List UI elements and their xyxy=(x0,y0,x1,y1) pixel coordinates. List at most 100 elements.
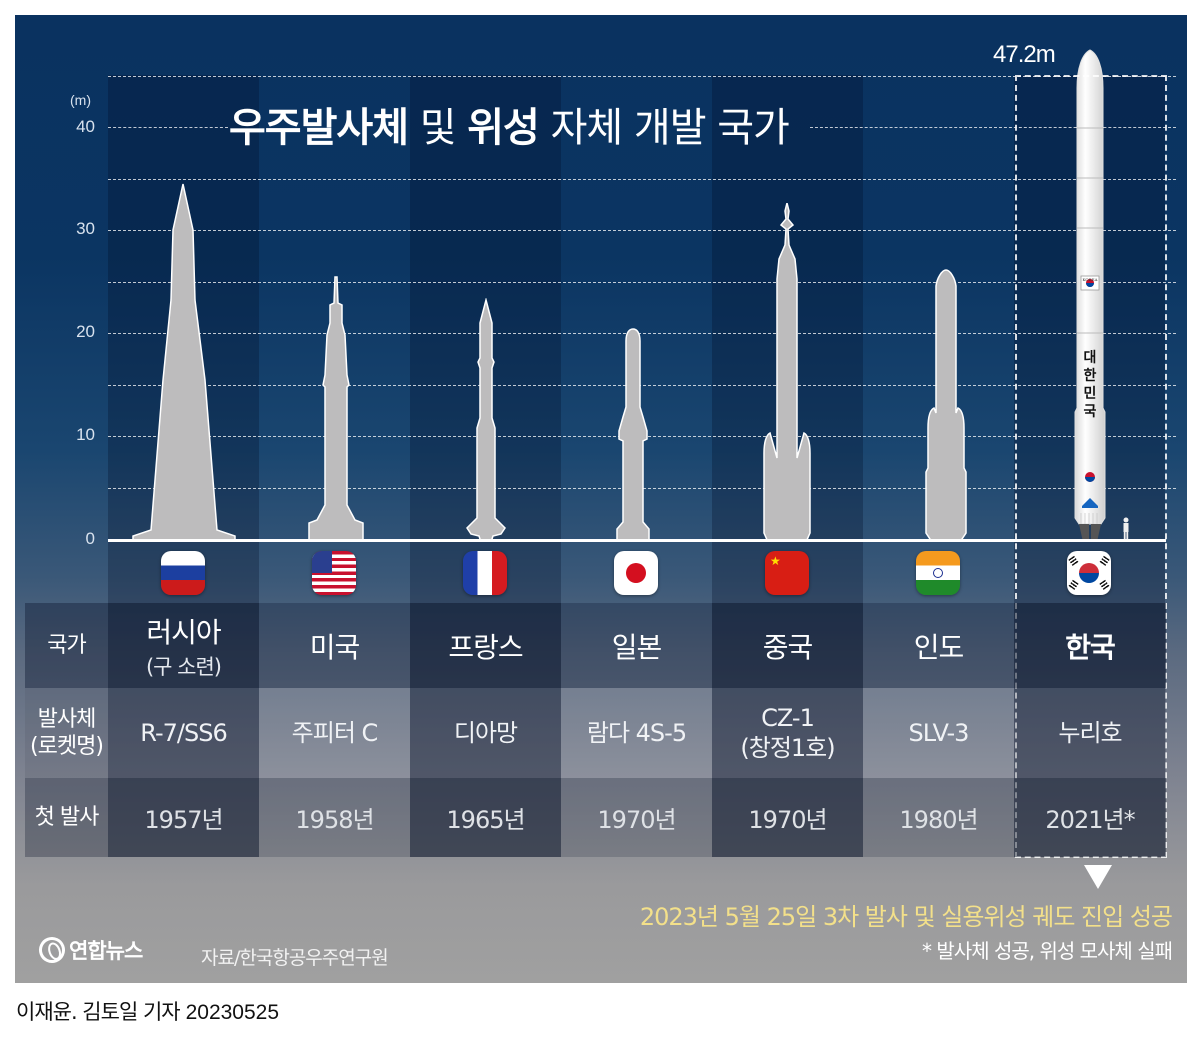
first-launch-year: 1970년 xyxy=(597,806,676,834)
first-launch-year: 1958년 xyxy=(295,806,374,834)
launcher-name: SLV-3 xyxy=(908,719,970,747)
japan-flag-icon xyxy=(614,551,658,595)
cell-year-japan: 1970년 xyxy=(561,778,712,857)
country-name: 인도 xyxy=(913,630,965,664)
country-subtitle: (구 소련) xyxy=(145,654,222,679)
cell-country-france: 프랑스 xyxy=(410,603,561,688)
launcher-name: 누리호 xyxy=(1058,719,1122,747)
country-name: 일본 xyxy=(611,630,663,664)
title-rest: 자체 개발 국가 xyxy=(550,105,790,151)
y-axis-unit: (m) xyxy=(70,92,91,108)
china-flag-icon: ★ xyxy=(765,551,809,595)
rocket-china-cz1 xyxy=(763,203,811,542)
cell-launcher-russia: R-7/SS6 xyxy=(108,688,259,778)
arrow-down-icon xyxy=(1084,865,1112,889)
cell-country-russia: 러시아 (구 소련) xyxy=(108,603,259,688)
country-name: 프랑스 xyxy=(448,630,523,664)
launcher-name: CZ-1 xyxy=(761,704,815,732)
gridline-40 xyxy=(108,127,228,128)
row-header-launcher: 발사체 (로켓명) xyxy=(25,688,108,778)
rocket-korea-nuri xyxy=(1074,49,1106,542)
y-tick-40: 40 xyxy=(76,117,95,136)
gridline-35 xyxy=(108,179,1176,180)
india-flag-icon xyxy=(916,551,960,595)
rocket-india-slv3 xyxy=(925,269,967,542)
infographic-panel: (m) 40 30 20 10 0 우주발사체 및 위성 자체 개발 국가 xyxy=(15,15,1187,983)
yonhap-logo: 연합뉴스 xyxy=(35,933,143,967)
country-name: 한국 xyxy=(1065,630,1116,664)
cell-country-usa: 미국 xyxy=(259,603,410,688)
cell-year-france: 1965년 xyxy=(410,778,561,857)
gridline-40-right xyxy=(810,127,1176,128)
row-header-launcher-line1: 발사체 xyxy=(37,707,97,732)
launcher-name: 람다 4S-5 xyxy=(586,719,687,747)
korea-highlight-box xyxy=(1015,75,1167,858)
rocket-russia-r7 xyxy=(132,183,236,542)
first-launch-year: 1957년 xyxy=(144,806,223,834)
reporter-names: 이재윤. 김토일 기자 xyxy=(16,1000,181,1024)
cell-launcher-france: 디아망 xyxy=(410,688,561,778)
launcher-name: 디아망 xyxy=(453,719,518,747)
gridline-top xyxy=(108,76,1176,77)
success-note: 2023년 5월 25일 3차 발사 및 실용위성 궤도 진입 성공 xyxy=(639,903,1173,931)
cell-year-russia: 1957년 xyxy=(108,778,259,857)
cell-launcher-usa: 주피터 C xyxy=(259,688,410,778)
cell-launcher-china: CZ-1 (창정1호) xyxy=(712,688,863,778)
cell-year-india: 1980년 xyxy=(863,778,1014,857)
row-header-country: 국가 xyxy=(25,603,108,688)
title-and: 및 xyxy=(419,105,457,151)
chart-title: 우주발사체 및 위성 자체 개발 국가 xyxy=(215,103,803,153)
cell-year-china: 1970년 xyxy=(712,778,863,857)
country-name: 중국 xyxy=(762,630,814,664)
title-launch-vehicle: 우주발사체 xyxy=(229,105,409,151)
publish-date: 20230525 xyxy=(185,1001,280,1024)
cell-launcher-japan: 람다 4S-5 xyxy=(561,688,712,778)
cell-year-usa: 1958년 xyxy=(259,778,410,857)
usa-flag-icon xyxy=(312,551,356,595)
launcher-name: R-7/SS6 xyxy=(140,719,227,747)
cell-country-korea: 한국 xyxy=(1014,603,1166,688)
first-launch-year: 1965년 xyxy=(446,806,525,834)
table-row-launcher: 발사체 (로켓명) R-7/SS6 주피터 C 디아망 람다 4S-5 CZ-1… xyxy=(25,688,1166,778)
human-scale-icon xyxy=(1123,517,1129,539)
korea-flag-icon xyxy=(1067,551,1111,595)
y-tick-10: 10 xyxy=(76,425,95,444)
peak-height-label: 47.2m xyxy=(993,41,1056,68)
cell-launcher-india: SLV-3 xyxy=(863,688,1014,778)
title-satellite: 위성 xyxy=(467,105,540,151)
cell-country-china: 중국 xyxy=(712,603,863,688)
cell-country-india: 인도 xyxy=(863,603,1014,688)
launcher-name: 주피터 C xyxy=(291,719,379,747)
rocket-france-diamant xyxy=(466,298,506,542)
france-flag-icon xyxy=(463,551,507,595)
byline: 이재윤. 김토일 기자 20230525 xyxy=(16,996,279,1026)
chart-baseline xyxy=(108,539,1166,542)
row-header-launcher-line2: (로켓명) xyxy=(30,734,104,759)
gridline-30 xyxy=(108,230,1176,231)
country-name: 러시아 xyxy=(146,615,221,649)
first-launch-year: 1980년 xyxy=(899,806,978,834)
footnote: * 발사체 성공, 위성 모사체 실패 xyxy=(922,939,1173,963)
yonhap-logo-text: 연합뉴스 xyxy=(69,939,143,963)
gridline-20 xyxy=(108,333,1176,334)
cell-launcher-korea: 누리호 xyxy=(1014,688,1166,778)
yonhap-logo-icon xyxy=(35,933,69,967)
cell-country-japan: 일본 xyxy=(561,603,712,688)
source-credit: 자료/한국항공우주연구원 xyxy=(201,947,389,969)
first-launch-year: 2021년* xyxy=(1045,806,1135,834)
table-row-first-launch: 첫 발사 1957년 1958년 1965년 1970년 1970년 1980년… xyxy=(25,778,1166,857)
launcher-subname: (창정1호) xyxy=(740,734,835,762)
russia-flag-icon xyxy=(161,551,205,595)
table-row-country: 국가 러시아 (구 소련) 미국 프랑스 일본 중국 인도 한국 xyxy=(25,603,1166,688)
country-name: 미국 xyxy=(309,630,361,664)
y-tick-30: 30 xyxy=(76,219,95,238)
gridline-25 xyxy=(108,282,1176,283)
y-tick-20: 20 xyxy=(76,322,95,341)
y-tick-0: 0 xyxy=(85,529,95,548)
rocket-japan-lambda xyxy=(616,328,650,542)
first-launch-year: 1970년 xyxy=(748,806,827,834)
row-header-first-launch: 첫 발사 xyxy=(25,778,108,857)
gridline-15 xyxy=(108,385,1176,386)
korea-rocket-badge: KOREA xyxy=(1082,277,1098,282)
rocket-usa-jupiter-c xyxy=(308,276,364,542)
